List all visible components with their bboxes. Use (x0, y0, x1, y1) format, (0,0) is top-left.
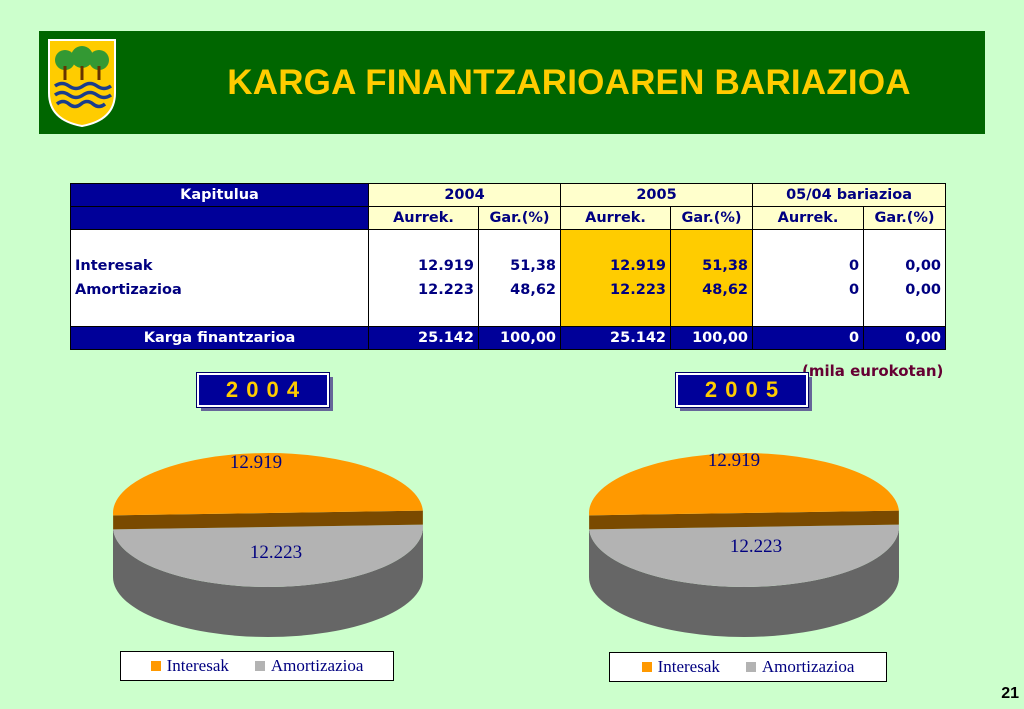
table-total-row: Karga finantzarioa 25.142 100,00 25.142 … (70, 326, 947, 350)
legend-label: Interesak (166, 656, 229, 675)
subheader-aurrek: Aurrek. (560, 206, 672, 230)
pie-data-label: 12.919 (708, 450, 760, 471)
chart-legend-2004: Interesak Amortizazioa (120, 651, 394, 681)
legend-label: Interesak (657, 657, 720, 676)
legend-swatch (254, 661, 265, 671)
row-label: Interesak (75, 258, 153, 274)
legend-item: Amortizazioa (254, 656, 364, 676)
subheader-empty (70, 206, 369, 230)
subheader-aurrek: Aurrek. (368, 206, 479, 230)
header-year-2004: 2004 (367, 183, 562, 207)
cell-value: 0,00 (905, 282, 942, 298)
chart-title-2004: 2 0 0 4 (196, 372, 330, 408)
row-label: Amortizazioa (75, 282, 182, 298)
subheader-gar: Gar.(%) (477, 206, 562, 230)
pie-data-label: 12.223 (730, 536, 782, 557)
table-subheader-row: Aurrek. Gar.(%) Aurrek. Gar.(%) Aurrek. … (70, 206, 947, 230)
chart-title-2005: 2 0 0 5 (675, 372, 809, 408)
cell-value: 0,00 (905, 258, 942, 274)
cell-value: 48,62 (510, 282, 557, 298)
page-number: 21 (1001, 685, 1019, 702)
cell-value: 0 (848, 282, 860, 298)
total-value: 100,00 (670, 326, 754, 350)
subheader-gar: Gar.(%) (863, 206, 947, 230)
financial-load-table: Kapitulua 2004 2005 05/04 bariazioa Aurr… (70, 183, 947, 350)
legend-swatch (745, 662, 756, 672)
pie-slice-side (589, 527, 899, 637)
cell-value: 12.919 (418, 258, 474, 274)
total-value: 100,00 (477, 326, 562, 350)
pie-slice (589, 524, 899, 587)
pie-slice-side (113, 527, 423, 637)
cell-value: 12.223 (418, 282, 474, 298)
municipal-crest-logo (48, 39, 116, 128)
pie-slice-side (113, 510, 423, 530)
page-title: KARGA FINANTZARIOAREN BARIAZIOA (227, 63, 911, 102)
legend-item: Interesak (641, 657, 720, 677)
legend-label: Amortizazioa (761, 657, 855, 676)
pie-slice (589, 453, 899, 516)
cell-value: 0 (848, 258, 860, 274)
legend-item: Interesak (150, 656, 229, 676)
cell-value: 51,38 (510, 258, 557, 274)
unit-note: (mila eurokotan) (802, 362, 944, 380)
pie-slice-side (589, 510, 899, 530)
chart-legend-2005: Interesak Amortizazioa (609, 652, 887, 682)
title-banner: KARGA FINANTZARIOAREN BARIAZIOA (39, 31, 985, 134)
cell-value: 51,38 (702, 258, 749, 274)
pie-slice (113, 524, 423, 587)
legend-item: Amortizazioa (745, 657, 855, 677)
cell-value: 12.223 (610, 282, 667, 298)
pie-slice (113, 453, 423, 516)
total-value: 0,00 (863, 326, 947, 350)
header-variation: 05/04 bariazioa (752, 183, 947, 207)
legend-swatch (641, 662, 652, 672)
table-header-row: Kapitulua 2004 2005 05/04 bariazioa (70, 183, 947, 207)
cell-value: 12.919 (610, 258, 667, 274)
pie-data-label: 12.919 (230, 452, 282, 473)
cell-value: 48,62 (702, 282, 749, 298)
pie-data-label: 12.223 (250, 542, 302, 563)
subheader-gar: Gar.(%) (670, 206, 754, 230)
total-value: 0 (752, 326, 865, 350)
legend-label: Amortizazioa (270, 656, 364, 675)
total-value: 25.142 (368, 326, 479, 350)
header-year-2005: 2005 (560, 183, 754, 207)
legend-swatch (150, 661, 161, 671)
total-label: Karga finantzarioa (70, 326, 369, 350)
table-body-row: Interesak Amortizazioa 12.919 12.223 51,… (70, 229, 947, 327)
